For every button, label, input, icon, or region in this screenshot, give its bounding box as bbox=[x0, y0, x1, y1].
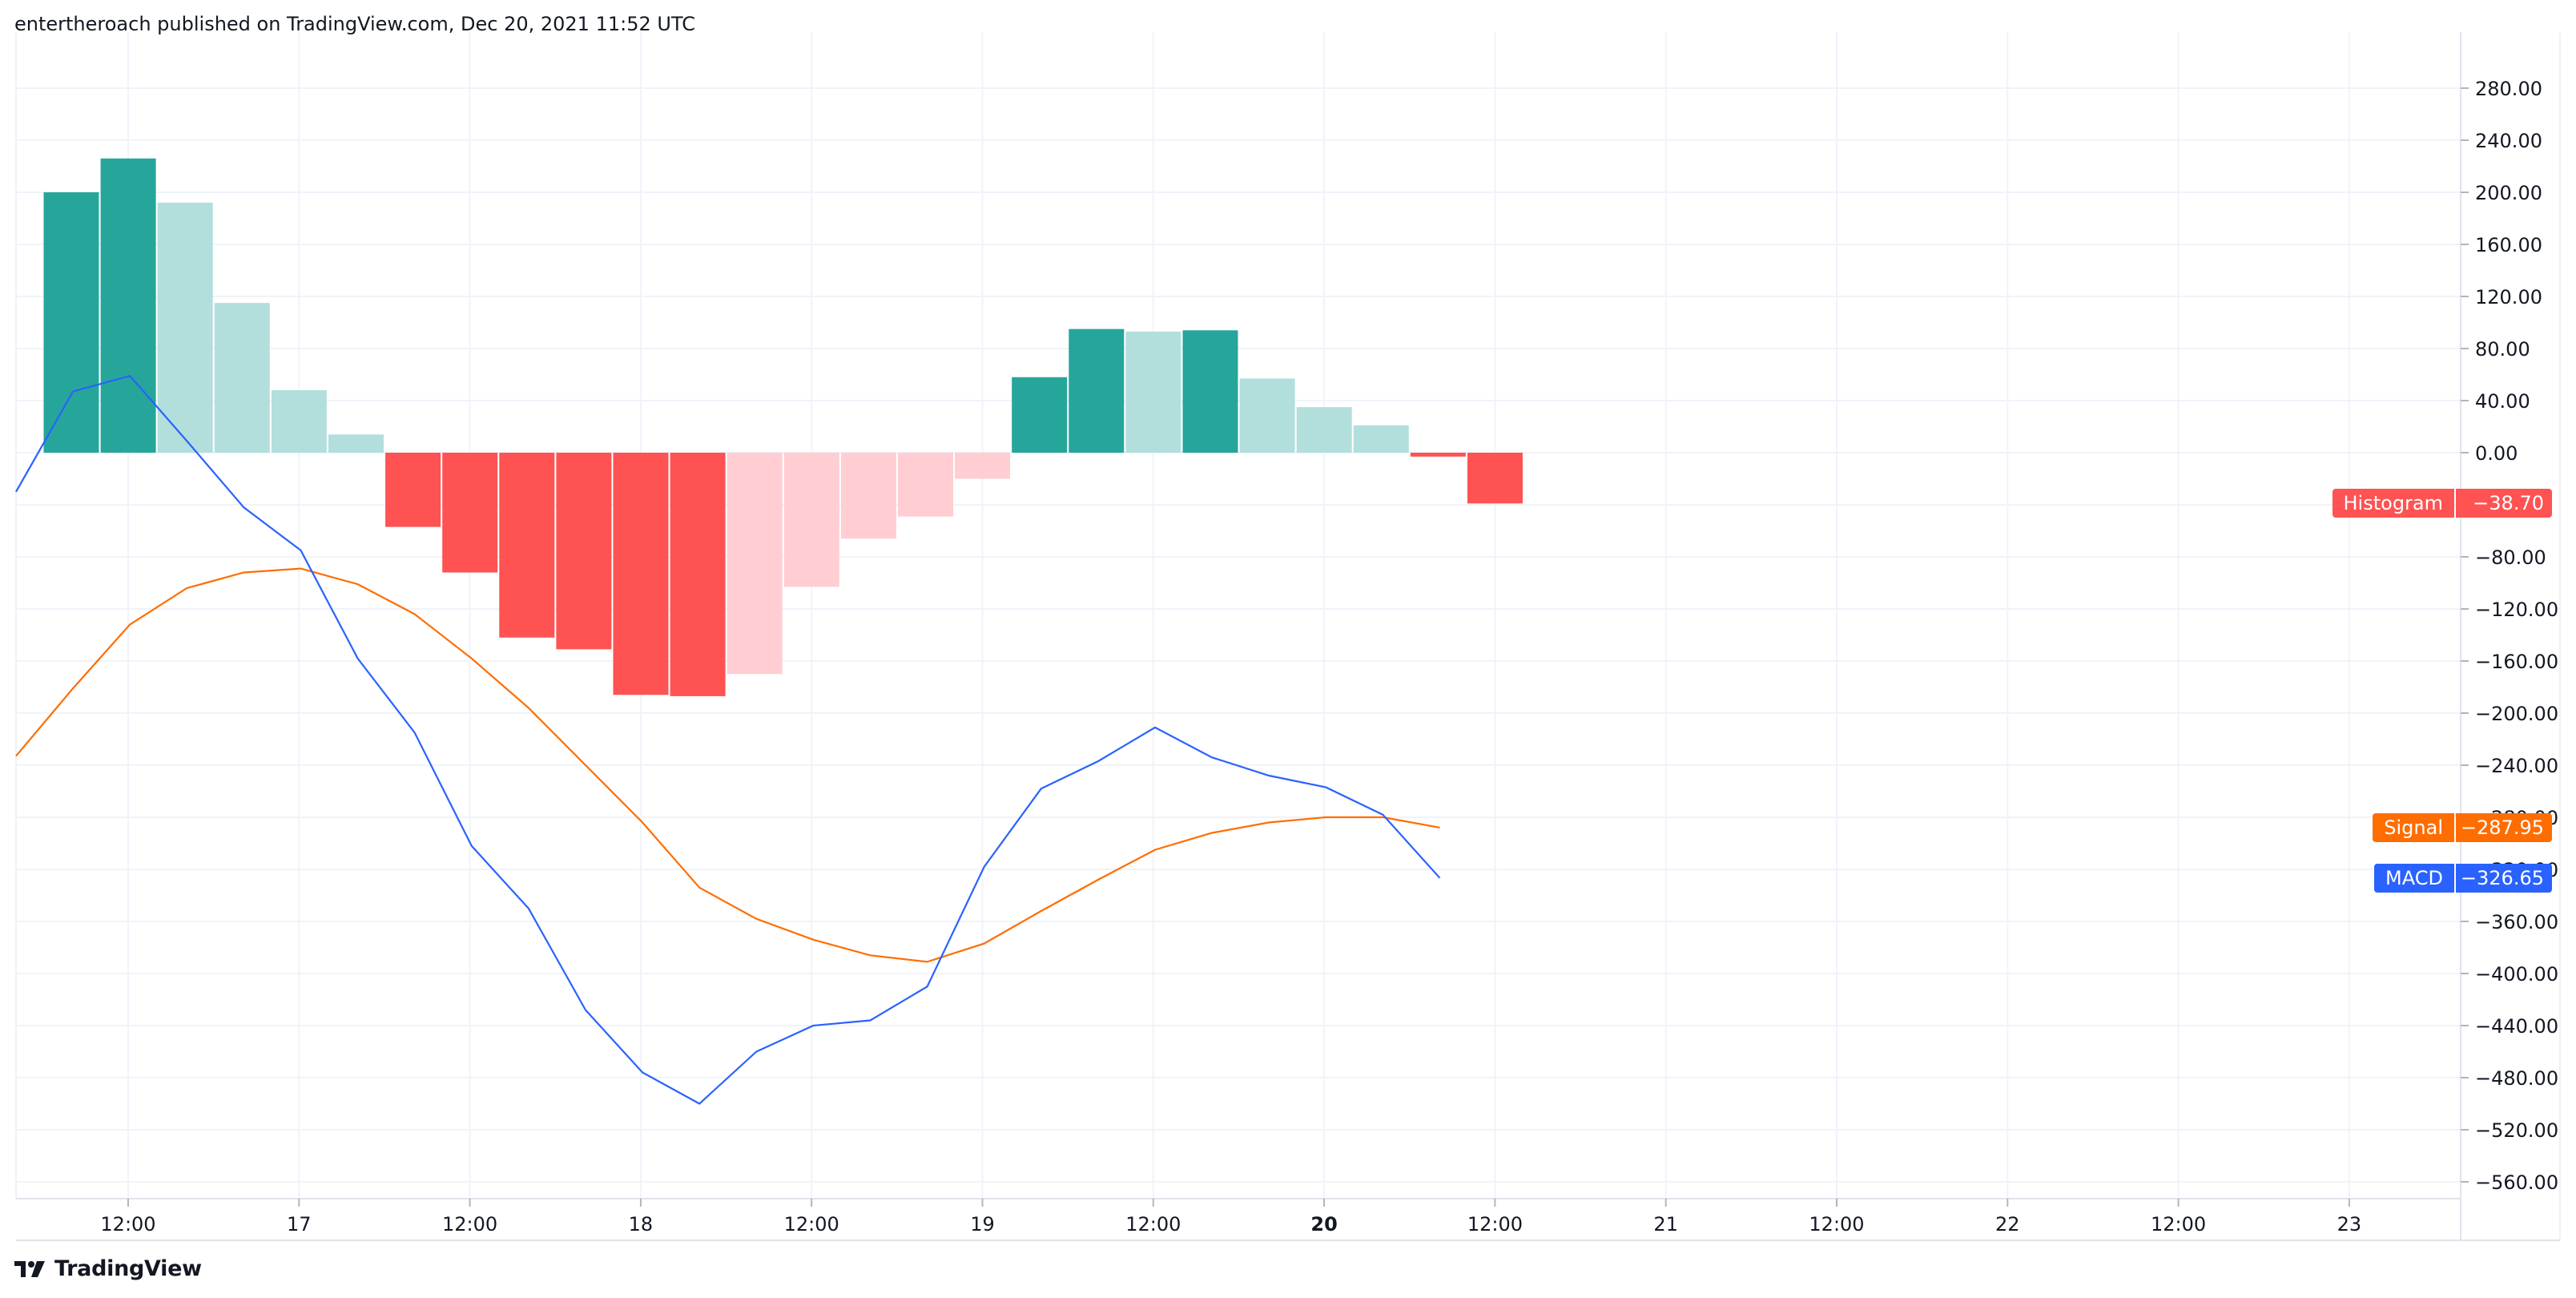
x-tick-label: 22 bbox=[1995, 1213, 2020, 1236]
x-tick-label: 12:00 bbox=[1125, 1213, 1181, 1236]
tag-signal: Signal −287.95 bbox=[2373, 812, 2552, 842]
histogram-bar bbox=[840, 453, 896, 539]
tag-name: Signal bbox=[2373, 812, 2454, 842]
y-tick-label: −80.00 bbox=[2475, 546, 2546, 569]
histogram-bars bbox=[43, 158, 1523, 696]
histogram-bar bbox=[783, 453, 839, 587]
y-tick-label: −360.00 bbox=[2475, 911, 2558, 933]
y-tick-label: 160.00 bbox=[2475, 234, 2542, 256]
histogram-bar bbox=[214, 303, 270, 453]
x-tick-label: 12:00 bbox=[2151, 1213, 2206, 1236]
histogram-bar bbox=[100, 158, 156, 453]
histogram-bar bbox=[1012, 377, 1068, 453]
x-tick-label: 12:00 bbox=[442, 1213, 497, 1236]
x-tick-label: 21 bbox=[1653, 1213, 1678, 1236]
histogram-bar bbox=[385, 453, 441, 527]
histogram-bar bbox=[1353, 425, 1409, 453]
histogram-bar bbox=[1296, 407, 1352, 453]
y-tick-label: −560.00 bbox=[2475, 1171, 2558, 1194]
publisher-info: entertheroach published on TradingView.c… bbox=[14, 13, 695, 35]
chart-axes: 280.00240.00200.00160.00120.0080.0040.00… bbox=[16, 32, 2561, 1241]
chart-grid bbox=[15, 32, 2461, 1199]
histogram-bar bbox=[1069, 329, 1125, 453]
macd-line bbox=[15, 374, 1441, 1105]
histogram-bar bbox=[271, 390, 327, 453]
histogram-bar bbox=[157, 203, 213, 453]
histogram-bar bbox=[1410, 453, 1466, 457]
x-tick-label: 18 bbox=[629, 1213, 654, 1236]
y-tick-label: 280.00 bbox=[2475, 78, 2542, 100]
x-tick-label: 23 bbox=[2337, 1213, 2362, 1236]
signal-line bbox=[15, 567, 1440, 963]
y-tick-label: 120.00 bbox=[2475, 286, 2542, 308]
tradingview-logo-icon bbox=[14, 1260, 45, 1277]
x-tick-label: 12:00 bbox=[1809, 1213, 1864, 1236]
histogram-bar bbox=[499, 453, 555, 638]
tag-value: −38.70 bbox=[2456, 488, 2552, 518]
y-tick-label: −520.00 bbox=[2475, 1119, 2558, 1142]
histogram-bar bbox=[898, 453, 953, 517]
y-tick-label: −120.00 bbox=[2475, 599, 2558, 621]
histogram-bar bbox=[1239, 378, 1295, 453]
y-tick-label: 0.00 bbox=[2475, 442, 2518, 465]
tag-name: Histogram bbox=[2332, 488, 2454, 518]
histogram-bar bbox=[43, 192, 99, 453]
histogram-bar bbox=[727, 453, 783, 675]
y-tick-label: −440.00 bbox=[2475, 1015, 2558, 1038]
histogram-bar bbox=[1125, 331, 1181, 453]
x-tick-label: 17 bbox=[287, 1213, 312, 1236]
tag-value: −287.95 bbox=[2456, 812, 2552, 842]
x-tick-label: 19 bbox=[970, 1213, 995, 1236]
histogram-bar bbox=[1182, 330, 1238, 453]
indicator-lines bbox=[15, 374, 1441, 1105]
tag-macd: MACD −326.65 bbox=[2374, 863, 2552, 893]
tag-value: −326.65 bbox=[2456, 863, 2552, 893]
brand-name: TradingView bbox=[54, 1256, 202, 1281]
histogram-bar bbox=[328, 434, 384, 453]
footer-brand[interactable]: TradingView bbox=[14, 1256, 202, 1281]
y-tick-label: 80.00 bbox=[2475, 338, 2530, 361]
y-tick-label: 40.00 bbox=[2475, 390, 2530, 413]
tag-name: MACD bbox=[2374, 863, 2454, 893]
x-tick-label: 20 bbox=[1310, 1213, 1337, 1236]
x-tick-label: 12:00 bbox=[1467, 1213, 1523, 1236]
histogram-bar bbox=[670, 453, 726, 696]
y-tick-label: 240.00 bbox=[2475, 130, 2542, 152]
x-tick-label: 12:00 bbox=[100, 1213, 155, 1236]
tag-histogram: Histogram −38.70 bbox=[2332, 488, 2552, 518]
y-tick-label: −160.00 bbox=[2475, 651, 2558, 673]
y-tick-label: −480.00 bbox=[2475, 1067, 2558, 1090]
y-tick-label: −240.00 bbox=[2475, 755, 2558, 777]
histogram-bar bbox=[556, 453, 612, 650]
histogram-bar bbox=[955, 453, 1011, 479]
y-tick-label: −200.00 bbox=[2475, 703, 2558, 725]
x-tick-label: 12:00 bbox=[784, 1213, 839, 1236]
y-tick-label: 200.00 bbox=[2475, 182, 2542, 204]
histogram-bar bbox=[613, 453, 669, 695]
histogram-bar bbox=[442, 453, 498, 573]
histogram-bar bbox=[1467, 453, 1523, 504]
y-tick-label: −400.00 bbox=[2475, 963, 2558, 986]
